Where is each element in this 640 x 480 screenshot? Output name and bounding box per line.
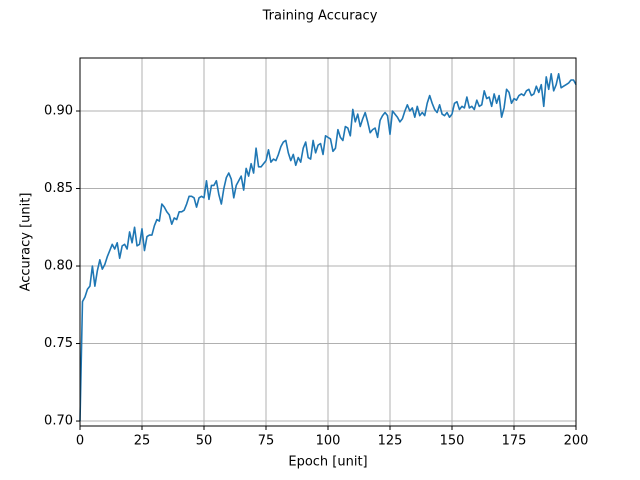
data-line [79, 73, 577, 422]
x-tick-label: 200 [564, 434, 589, 449]
grid [79, 58, 577, 426]
x-tick-label: 100 [316, 434, 341, 449]
y-tick-label: 0.85 [44, 181, 73, 196]
x-axis-label: Epoch [unit] [288, 455, 367, 470]
x-tick-label: 150 [440, 434, 465, 449]
x-tick-label: 25 [134, 434, 151, 449]
y-tick-label: 0.75 [44, 336, 73, 351]
x-tick-label: 75 [258, 434, 275, 449]
y-tick-label: 0.70 [44, 414, 73, 429]
chart-title: Training Accuracy [262, 9, 378, 24]
y-tick-label: 0.80 [44, 259, 73, 274]
plot-area [79, 73, 577, 422]
x-tick-label: 125 [378, 434, 403, 449]
y-tick-label: 0.90 [44, 104, 73, 119]
y-axis-label: Accuracy [unit] [19, 193, 34, 292]
x-tick-label: 0 [76, 434, 84, 449]
x-tick-label: 175 [502, 434, 527, 449]
x-tick-label: 50 [196, 434, 213, 449]
